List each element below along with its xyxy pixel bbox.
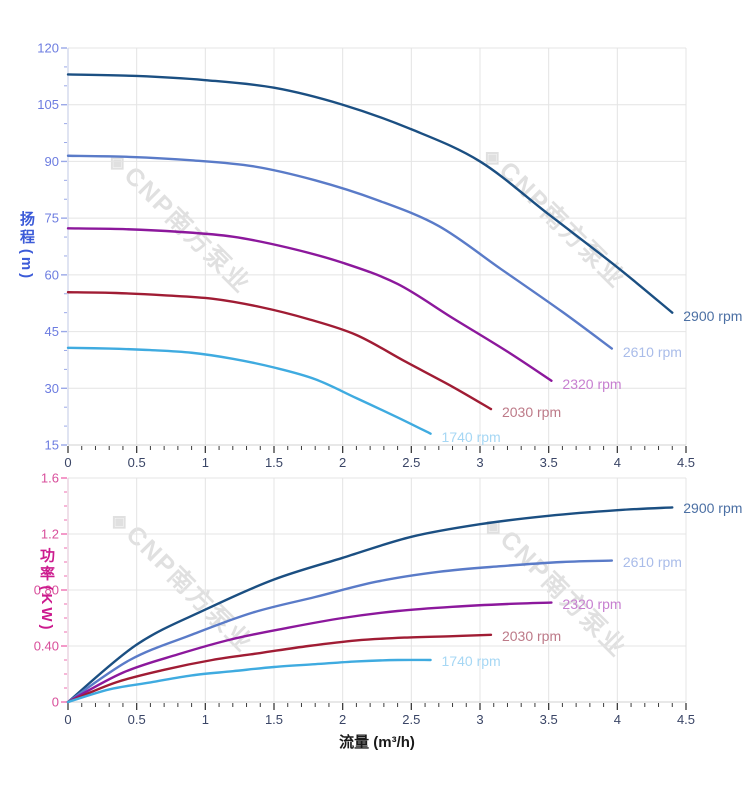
svg-text:45: 45 [45, 324, 59, 339]
series-label-head: 2610 rpm [622, 343, 682, 360]
svg-text:2: 2 [339, 455, 346, 470]
svg-text:1.5: 1.5 [265, 455, 283, 470]
svg-text:2.5: 2.5 [402, 455, 420, 470]
svg-text:4.5: 4.5 [677, 712, 695, 727]
svg-text:75: 75 [45, 211, 59, 226]
series-label-power: 2900 rpm [683, 500, 743, 517]
series-label-power: 1740 rpm [441, 653, 501, 669]
svg-text:15: 15 [45, 438, 59, 453]
svg-text:1: 1 [202, 712, 209, 727]
svg-text:3.5: 3.5 [540, 712, 558, 727]
flow-axis-title: 流量 (m³/h) [339, 734, 415, 751]
power-axis-title-unit: (KW) [38, 585, 55, 633]
svg-text:105: 105 [37, 97, 59, 112]
svg-text:4: 4 [614, 712, 621, 727]
svg-text:0.40: 0.40 [34, 639, 59, 654]
svg-text:1: 1 [202, 455, 209, 470]
svg-text:120: 120 [37, 41, 59, 56]
svg-text:3: 3 [476, 712, 483, 727]
svg-text:1.6: 1.6 [41, 471, 59, 486]
svg-text:0: 0 [64, 455, 71, 470]
svg-text:1.2: 1.2 [41, 527, 59, 542]
series-label-head: 1740 rpm [441, 428, 501, 445]
svg-text:0.5: 0.5 [128, 712, 146, 727]
svg-text:30: 30 [45, 381, 59, 396]
head-axis-title-unit: (m) [18, 248, 35, 282]
series-label-head: 2030 rpm [501, 404, 562, 421]
head-axis-title-cn: 扬程 [18, 210, 35, 247]
series-label-head: 2900 rpm [683, 307, 743, 324]
series-label-power: 2610 rpm [622, 553, 682, 570]
svg-text:60: 60 [45, 267, 59, 282]
svg-text:2.5: 2.5 [402, 712, 420, 727]
svg-text:3: 3 [476, 455, 483, 470]
svg-text:90: 90 [45, 154, 59, 169]
series-label-head: 2320 rpm [562, 375, 622, 392]
power-axis-title: 功率(KW) [36, 548, 57, 633]
svg-text:0.80: 0.80 [34, 583, 59, 598]
svg-text:1.5: 1.5 [265, 712, 283, 727]
svg-text:2: 2 [339, 712, 346, 727]
svg-text:0: 0 [52, 695, 59, 710]
head-axis-title: 扬程(m) [16, 211, 37, 281]
svg-text:4.5: 4.5 [677, 455, 695, 470]
svg-text:0: 0 [64, 712, 71, 727]
series-label-power: 2320 rpm [562, 595, 622, 612]
svg-text:3.5: 3.5 [540, 455, 558, 470]
power-axis-title-cn: 功率 [38, 547, 55, 584]
series-label-power: 2030 rpm [501, 627, 562, 644]
svg-text:4: 4 [614, 455, 621, 470]
svg-text:0.5: 0.5 [128, 455, 146, 470]
